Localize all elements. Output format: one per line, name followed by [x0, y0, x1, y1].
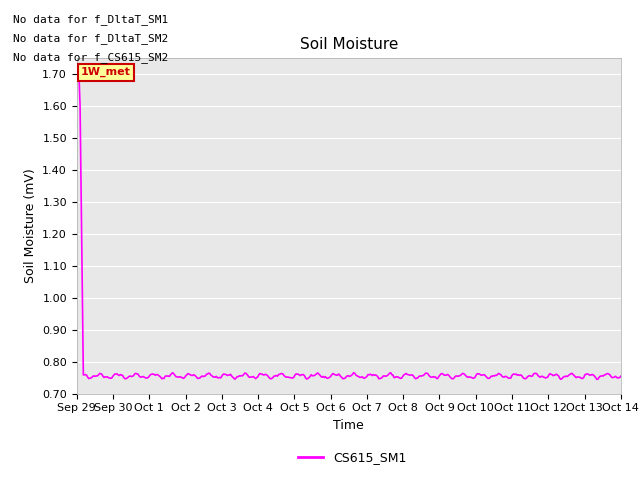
Legend: CS615_SM1: CS615_SM1 — [293, 446, 411, 469]
X-axis label: Time: Time — [333, 419, 364, 432]
Text: No data for f_CS615_SM2: No data for f_CS615_SM2 — [13, 52, 168, 63]
Title: Soil Moisture: Soil Moisture — [300, 37, 398, 52]
Text: No data for f_DltaT_SM2: No data for f_DltaT_SM2 — [13, 33, 168, 44]
Text: 1W_met: 1W_met — [81, 67, 131, 77]
Text: No data for f_DltaT_SM1: No data for f_DltaT_SM1 — [13, 13, 168, 24]
Y-axis label: Soil Moisture (mV): Soil Moisture (mV) — [24, 168, 36, 283]
